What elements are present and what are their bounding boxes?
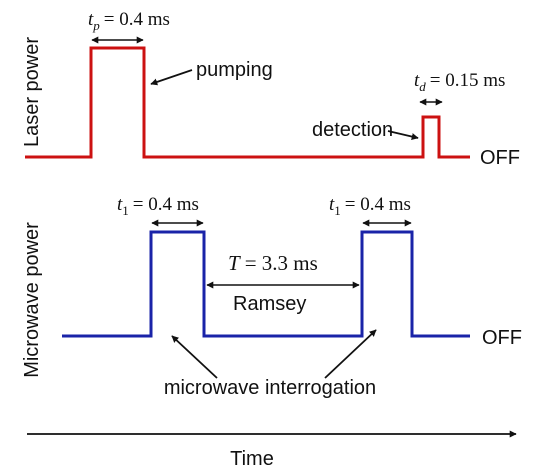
- laser-axis-label: Laser power: [21, 37, 43, 147]
- detect-label: detection: [312, 119, 393, 141]
- microwave-power-trace: [62, 230, 470, 338]
- pulse2-duration-label: t1 = 0.4 ms: [329, 194, 411, 218]
- pump-duration-label: tp = 0.4 ms: [88, 9, 170, 33]
- pump-label: pumping: [196, 59, 273, 81]
- pump-pointer-arrow: [150, 69, 193, 86]
- microwave-off-label: OFF: [482, 327, 522, 349]
- pulse1-duration-label: t1 = 0.4 ms: [117, 194, 199, 218]
- interrogation-pointer-right: [324, 329, 377, 379]
- ramsey-label: Ramsey: [233, 293, 306, 315]
- microwave-axis-label: Microwave power: [21, 222, 43, 378]
- detect-duration-label: td = 0.15 ms: [414, 70, 505, 94]
- interrogation-pointer-left: [171, 335, 218, 379]
- ramsey-gap-duration-label: T = 3.3 ms: [228, 251, 318, 275]
- time-axis-label: Time: [230, 448, 274, 470]
- interrogation-label: microwave interrogation: [164, 377, 376, 399]
- detect-pointer-arrow: [387, 130, 419, 140]
- laser-off-label: OFF: [480, 147, 520, 169]
- laser-power-trace: [25, 46, 470, 159]
